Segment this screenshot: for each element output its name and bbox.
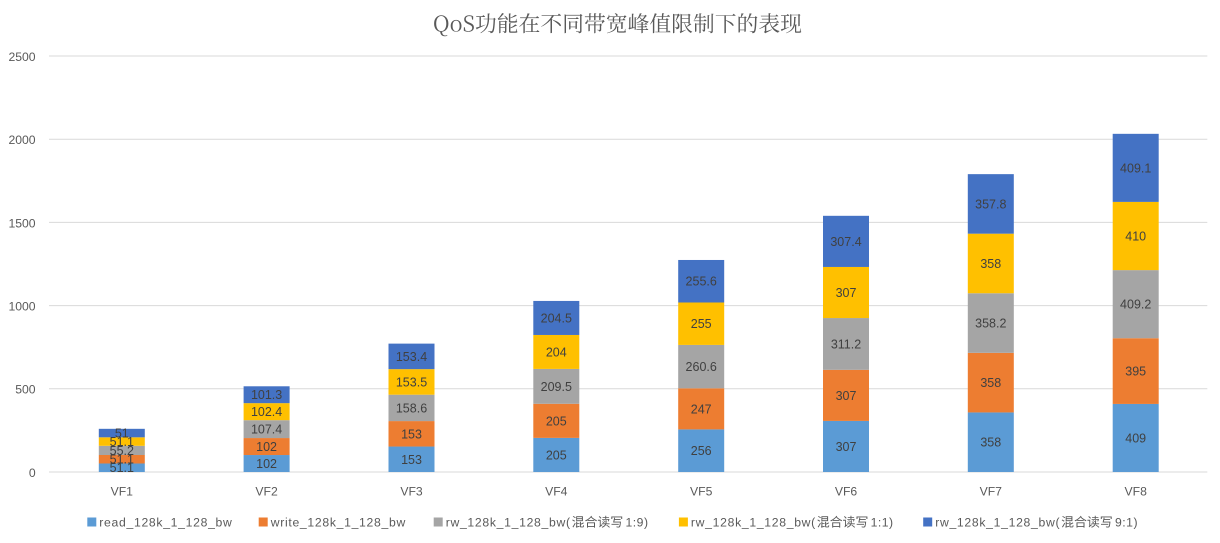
svg-text:395: 395	[1125, 365, 1146, 379]
svg-text:260.6: 260.6	[686, 360, 717, 374]
svg-text:311.2: 311.2	[831, 337, 861, 351]
svg-text:51.1: 51.1	[110, 461, 134, 475]
svg-text:VF7: VF7	[980, 485, 1003, 499]
svg-text:358: 358	[980, 436, 1001, 450]
svg-text:409: 409	[1125, 432, 1146, 446]
svg-text:357.8: 357.8	[975, 197, 1006, 211]
svg-text:358: 358	[980, 257, 1001, 271]
svg-text:153: 153	[401, 453, 422, 467]
svg-text:1:9): 1:9)	[626, 516, 649, 530]
svg-text:VF4: VF4	[545, 485, 568, 499]
svg-text:158.6: 158.6	[396, 401, 427, 415]
svg-text:VF6: VF6	[835, 485, 858, 499]
svg-text:VF5: VF5	[690, 485, 713, 499]
svg-text:307: 307	[836, 286, 857, 300]
svg-text:101.3: 101.3	[251, 388, 282, 402]
svg-text:102.4: 102.4	[251, 405, 282, 419]
svg-text:51.1: 51.1	[110, 435, 134, 449]
svg-text:107.4: 107.4	[251, 423, 282, 437]
svg-text:358.2: 358.2	[975, 317, 1006, 331]
svg-text:256: 256	[691, 444, 712, 458]
svg-text:102: 102	[256, 457, 277, 471]
svg-text:358: 358	[980, 376, 1001, 390]
svg-text:write_128k_1_128_bw: write_128k_1_128_bw	[270, 516, 406, 530]
svg-text:153.5: 153.5	[396, 375, 427, 389]
svg-text:500: 500	[15, 383, 36, 397]
svg-text:409.2: 409.2	[1120, 298, 1151, 312]
svg-text:VF8: VF8	[1125, 485, 1148, 499]
svg-text:rw_128k_1_128_bw(: rw_128k_1_128_bw(	[935, 516, 1060, 530]
svg-text:410: 410	[1125, 230, 1146, 244]
svg-text:2500: 2500	[8, 50, 35, 64]
svg-text:102: 102	[256, 440, 277, 454]
svg-text:read_128k_1_128_bw: read_128k_1_128_bw	[99, 516, 232, 530]
svg-text:2000: 2000	[8, 133, 35, 147]
svg-text:VF3: VF3	[400, 485, 423, 499]
svg-text:307.4: 307.4	[830, 235, 861, 249]
svg-text:255.6: 255.6	[686, 275, 717, 289]
svg-text:409.1: 409.1	[1120, 161, 1151, 175]
svg-text:307: 307	[836, 389, 857, 403]
svg-text:204: 204	[546, 345, 567, 359]
svg-text:1000: 1000	[8, 300, 35, 314]
svg-text:0: 0	[29, 466, 36, 480]
svg-text:255: 255	[691, 317, 712, 331]
svg-text:rw_128k_1_128_bw(: rw_128k_1_128_bw(	[691, 516, 816, 530]
svg-text:204.5: 204.5	[541, 312, 572, 326]
svg-text:1:1): 1:1)	[871, 516, 894, 530]
svg-text:209.5: 209.5	[541, 380, 572, 394]
svg-text:205: 205	[546, 448, 567, 462]
svg-text:153: 153	[401, 427, 422, 441]
svg-text:VF1: VF1	[111, 485, 134, 499]
svg-text:307: 307	[836, 440, 857, 454]
svg-text:205: 205	[546, 414, 567, 428]
svg-text:1500: 1500	[8, 216, 35, 230]
svg-text:153.4: 153.4	[396, 350, 427, 364]
svg-text:51.1: 51.1	[110, 453, 134, 467]
svg-text:247: 247	[691, 402, 712, 416]
svg-text:rw_128k_1_128_bw(: rw_128k_1_128_bw(	[446, 516, 571, 530]
svg-text:VF2: VF2	[255, 485, 278, 499]
svg-text:51: 51	[115, 427, 129, 441]
svg-text:9:1): 9:1)	[1115, 516, 1138, 530]
svg-text:55.2: 55.2	[110, 444, 134, 458]
